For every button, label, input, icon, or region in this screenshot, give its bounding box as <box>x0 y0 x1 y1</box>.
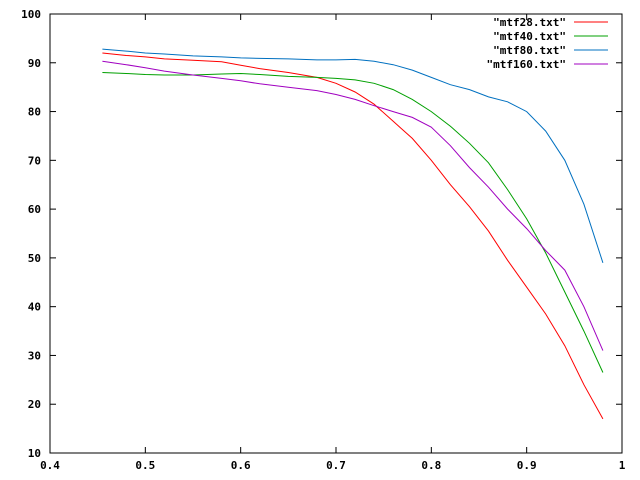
y-tick-label: 70 <box>28 154 41 167</box>
y-tick-label: 90 <box>28 57 41 70</box>
series-lines <box>102 48 604 420</box>
x-tick-labels: 0.4 0.5 0.6 0.7 0.8 0.9 1 <box>40 459 626 472</box>
x-tick-label: 0.4 <box>40 459 60 472</box>
legend-label-1: "mtf40.txt" <box>493 30 566 43</box>
y-tick-label: 20 <box>28 398 41 411</box>
x-tick-label: 1 <box>619 459 626 472</box>
y-tick-label: 50 <box>28 252 41 265</box>
y-tick-label: 80 <box>28 106 41 119</box>
y-tick-labels: 10 20 30 40 50 60 70 80 90 100 <box>21 8 41 460</box>
tick-marks <box>49 13 623 454</box>
legend-label-2: "mtf80.txt" <box>493 44 566 57</box>
legend: "mtf28.txt""mtf40.txt""mtf80.txt""mtf160… <box>487 16 608 71</box>
legend-label-3: "mtf160.txt" <box>487 58 566 71</box>
plot-frame <box>49 13 623 454</box>
x-tick-label: 0.9 <box>517 459 537 472</box>
x-tick-label: 0.8 <box>421 459 441 472</box>
y-tick-label: 40 <box>28 301 41 314</box>
x-tick-label: 0.5 <box>135 459 155 472</box>
series-line-1 <box>102 72 604 373</box>
series-line-0 <box>102 52 604 420</box>
x-tick-label: 0.6 <box>231 459 251 472</box>
series-line-2 <box>102 48 604 263</box>
y-tick-label: 60 <box>28 203 41 216</box>
series-line-3 <box>102 60 604 351</box>
legend-label-0: "mtf28.txt" <box>493 16 566 29</box>
y-tick-label: 100 <box>21 8 41 21</box>
y-tick-label: 30 <box>28 349 41 362</box>
y-tick-label: 10 <box>28 447 41 460</box>
x-tick-label: 0.7 <box>326 459 346 472</box>
